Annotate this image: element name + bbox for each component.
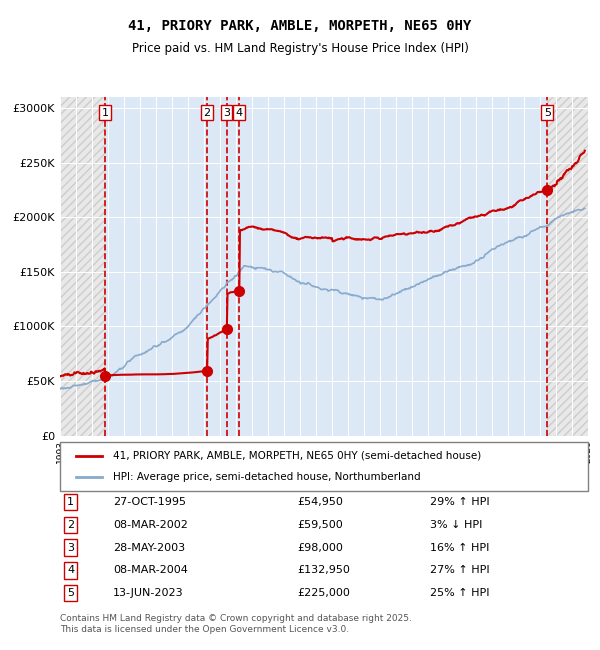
Bar bbox=[60, 98, 105, 436]
Text: £132,950: £132,950 bbox=[298, 566, 350, 575]
Text: 28-MAY-2003: 28-MAY-2003 bbox=[113, 543, 185, 552]
Text: 08-MAR-2004: 08-MAR-2004 bbox=[113, 566, 188, 575]
Text: 41, PRIORY PARK, AMBLE, MORPETH, NE65 0HY: 41, PRIORY PARK, AMBLE, MORPETH, NE65 0H… bbox=[128, 20, 472, 34]
Text: 3: 3 bbox=[67, 543, 74, 552]
Text: 4: 4 bbox=[235, 108, 242, 118]
FancyBboxPatch shape bbox=[60, 442, 588, 491]
Bar bbox=[105, 98, 547, 436]
Text: Contains HM Land Registry data © Crown copyright and database right 2025.
This d: Contains HM Land Registry data © Crown c… bbox=[60, 614, 412, 634]
Text: 25% ↑ HPI: 25% ↑ HPI bbox=[430, 588, 489, 598]
Text: 5: 5 bbox=[67, 588, 74, 598]
Bar bbox=[60, 98, 105, 436]
Text: 1: 1 bbox=[101, 108, 109, 118]
Text: HPI: Average price, semi-detached house, Northumberland: HPI: Average price, semi-detached house,… bbox=[113, 472, 421, 482]
Text: £225,000: £225,000 bbox=[298, 588, 350, 598]
Text: 1: 1 bbox=[67, 497, 74, 507]
Bar bbox=[547, 98, 588, 436]
Text: Price paid vs. HM Land Registry's House Price Index (HPI): Price paid vs. HM Land Registry's House … bbox=[131, 42, 469, 55]
Text: 2: 2 bbox=[203, 108, 211, 118]
Text: 27% ↑ HPI: 27% ↑ HPI bbox=[430, 566, 489, 575]
Text: 41, PRIORY PARK, AMBLE, MORPETH, NE65 0HY (semi-detached house): 41, PRIORY PARK, AMBLE, MORPETH, NE65 0H… bbox=[113, 450, 481, 461]
Text: 3% ↓ HPI: 3% ↓ HPI bbox=[430, 520, 482, 530]
Text: 27-OCT-1995: 27-OCT-1995 bbox=[113, 497, 186, 507]
Text: £54,950: £54,950 bbox=[298, 497, 343, 507]
Text: £59,500: £59,500 bbox=[298, 520, 343, 530]
Text: £98,000: £98,000 bbox=[298, 543, 343, 552]
Text: 16% ↑ HPI: 16% ↑ HPI bbox=[430, 543, 489, 552]
Text: 2: 2 bbox=[67, 520, 74, 530]
Text: 3: 3 bbox=[223, 108, 230, 118]
Text: 5: 5 bbox=[544, 108, 551, 118]
Text: 29% ↑ HPI: 29% ↑ HPI bbox=[430, 497, 489, 507]
Text: 4: 4 bbox=[67, 566, 74, 575]
Bar bbox=[547, 98, 588, 436]
Text: 08-MAR-2002: 08-MAR-2002 bbox=[113, 520, 188, 530]
Text: 13-JUN-2023: 13-JUN-2023 bbox=[113, 588, 184, 598]
